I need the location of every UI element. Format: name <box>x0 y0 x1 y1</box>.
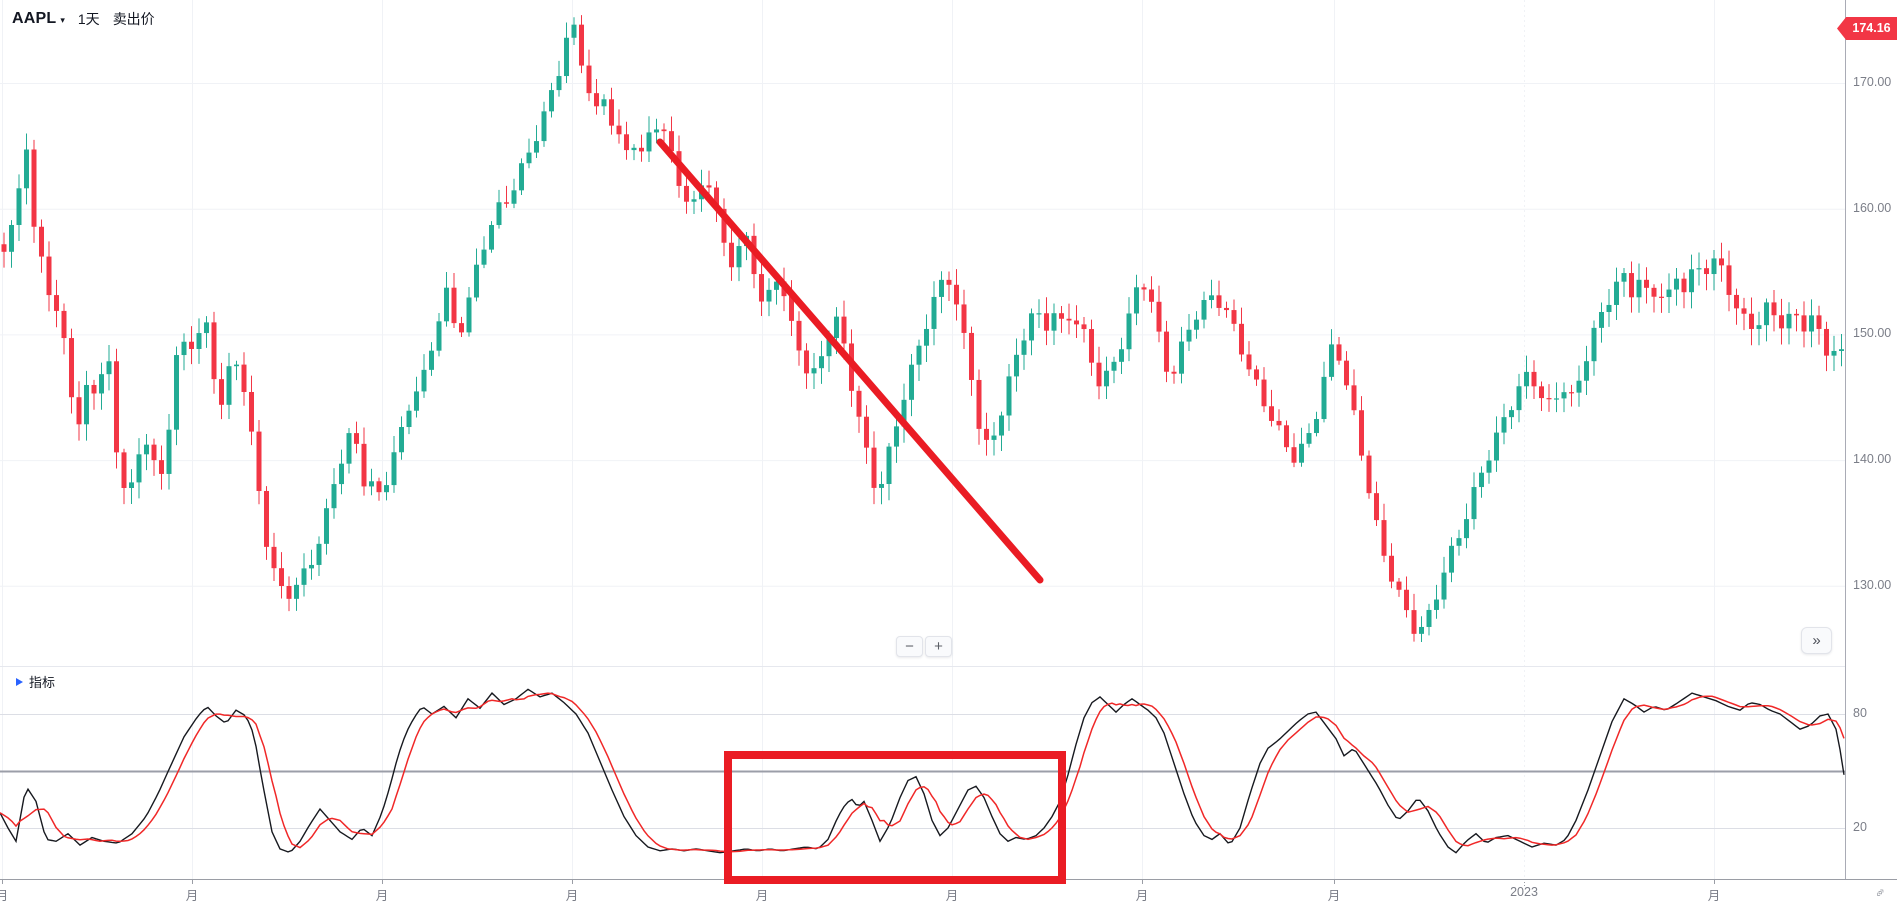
price-axis-label: 170.00 <box>1853 75 1892 89</box>
time-axis-month-label: 月 <box>945 889 959 903</box>
price-axis-label: 150.00 <box>1853 326 1892 341</box>
time-axis-month-label: 月 <box>185 889 199 903</box>
price-axis[interactable]: 174.16 170.00 160.00 150.00 140.00 130.00 80 2… <box>1837 0 1897 879</box>
time-axis-month-label: 月 <box>565 889 579 903</box>
chart-legend: AAPL ▾ 1天 卖出价 <box>12 9 155 29</box>
time-axis-month-label: 月 <box>1707 889 1721 903</box>
indicator-panel-header: 指标 <box>16 672 55 691</box>
time-axis-year-label: 2023 <box>1510 885 1538 899</box>
stochastic-k-line[interactable] <box>0 688 1845 854</box>
highlight-rectangle-annotation[interactable] <box>724 751 1066 884</box>
timeframe-label[interactable]: 1天 <box>77 11 100 27</box>
indicator-panel-label: 指标 <box>29 675 56 690</box>
zoom-out-button[interactable]: − <box>896 636 923 657</box>
symbol-button[interactable]: AAPL ▾ <box>12 10 65 28</box>
time-axis-month-label: 月 <box>375 889 389 903</box>
time-axis-month-label: 月 <box>755 889 769 903</box>
time-axis-month-label: 月 <box>0 889 9 903</box>
time-axis[interactable]: 月 月 月 月 月 月 月 月 2023 月 <box>0 879 1897 905</box>
chevron-down-icon: ▾ <box>60 14 65 25</box>
zoom-controls: − + <box>896 636 952 657</box>
price-axis-label: 130.00 <box>1853 577 1892 592</box>
time-axis-month-label: 月 <box>1135 889 1149 903</box>
current-price-badge: 174.16 <box>1837 17 1897 40</box>
price-axis-label: 140.00 <box>1853 452 1892 467</box>
indicator-axis-label: 20 <box>1853 820 1867 834</box>
collapse-arrow-icon[interactable] <box>16 677 23 686</box>
zoom-in-button[interactable]: + <box>925 636 952 657</box>
time-axis-month-label: 月 <box>1327 889 1341 903</box>
price-mode-label[interactable]: 卖出价 <box>112 11 155 27</box>
stochastic-d-line[interactable] <box>0 692 1845 853</box>
price-axis-label: 160.00 <box>1853 200 1892 215</box>
scroll-to-recent-button[interactable]: » <box>1801 627 1832 654</box>
indicator-axis-label: 80 <box>1853 706 1867 720</box>
trend-line-annotation[interactable] <box>656 138 1044 584</box>
symbol-label: AAPL <box>12 10 57 27</box>
